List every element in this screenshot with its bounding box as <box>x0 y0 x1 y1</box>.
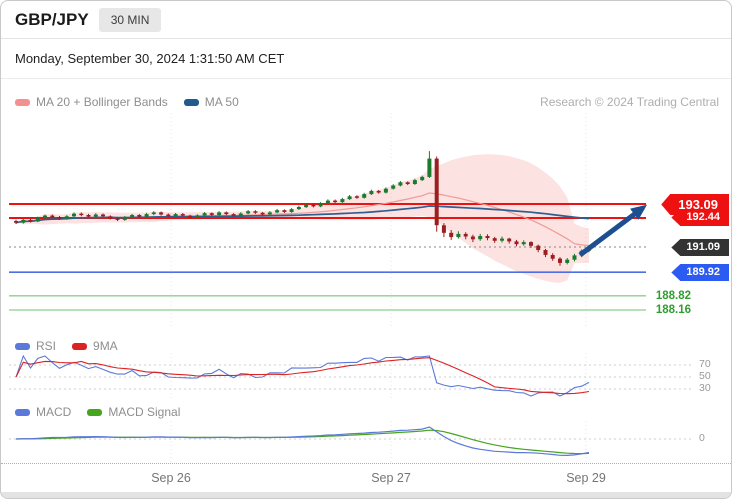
macd-swatch <box>15 408 30 416</box>
ma20-bollinger-swatch <box>15 98 30 106</box>
rsi-axis-value: 30 <box>699 382 711 394</box>
x-axis-tick: Sep 27 <box>371 471 411 485</box>
rsi-swatch <box>15 342 30 350</box>
macd-label: MACD <box>36 405 72 419</box>
timeframe-badge: 30 MIN <box>98 7 162 32</box>
support-price-label: 188.82 <box>655 290 691 302</box>
chart-timestamp: Monday, September 30, 2024 1:31:50 AM CE… <box>15 51 285 66</box>
symbol-title: GBP/JPY <box>15 9 89 29</box>
resistance-price-tag: 192.44 <box>671 209 729 226</box>
main-price-panel: 193.09 192.44 191.09 189.92 188.82 188.1… <box>1 113 731 329</box>
ma50-label: MA 50 <box>204 95 239 109</box>
research-attribution: Research © 2024 Trading Central <box>540 95 719 109</box>
rsi-axis-value: 70 <box>699 358 711 370</box>
rsi-9ma-swatch <box>72 342 88 350</box>
macd-chart-canvas <box>9 421 693 463</box>
ma20-bollinger-label: MA 20 + Bollinger Bands <box>36 95 168 109</box>
footer-bar <box>1 492 731 498</box>
rsi-panel: 70 50 30 <box>1 353 731 399</box>
macd-axis-value: 0 <box>699 432 705 444</box>
main-chart-legend: MA 20 + Bollinger Bands MA 50 Research ©… <box>15 91 719 113</box>
main-chart-canvas <box>9 113 647 329</box>
macd-panel: 0 <box>1 421 731 463</box>
header: GBP/JPY 30 MIN <box>1 1 731 39</box>
support-price-tag: 189.92 <box>671 264 729 281</box>
support-price-label: 188.16 <box>655 304 691 316</box>
x-axis-tick: Sep 26 <box>151 471 191 485</box>
rsi-label: RSI <box>36 339 57 353</box>
macd-signal-swatch <box>87 408 103 416</box>
rsi-9ma-label: 9MA <box>93 339 118 353</box>
timestamp-row: Monday, September 30, 2024 1:31:50 AM CE… <box>1 39 731 79</box>
rsi-axis-value: 50 <box>699 370 711 382</box>
x-axis: Sep 26 Sep 27 Sep 29 <box>1 463 731 492</box>
rsi-legend: RSI 9MA <box>15 335 719 357</box>
last-price-tag: 191.09 <box>671 239 729 256</box>
macd-signal-label: MACD Signal <box>108 405 181 419</box>
rsi-chart-canvas <box>9 353 693 399</box>
macd-legend: MACD MACD Signal <box>15 401 719 423</box>
x-axis-tick: Sep 29 <box>566 471 606 485</box>
ma50-swatch <box>183 98 199 106</box>
